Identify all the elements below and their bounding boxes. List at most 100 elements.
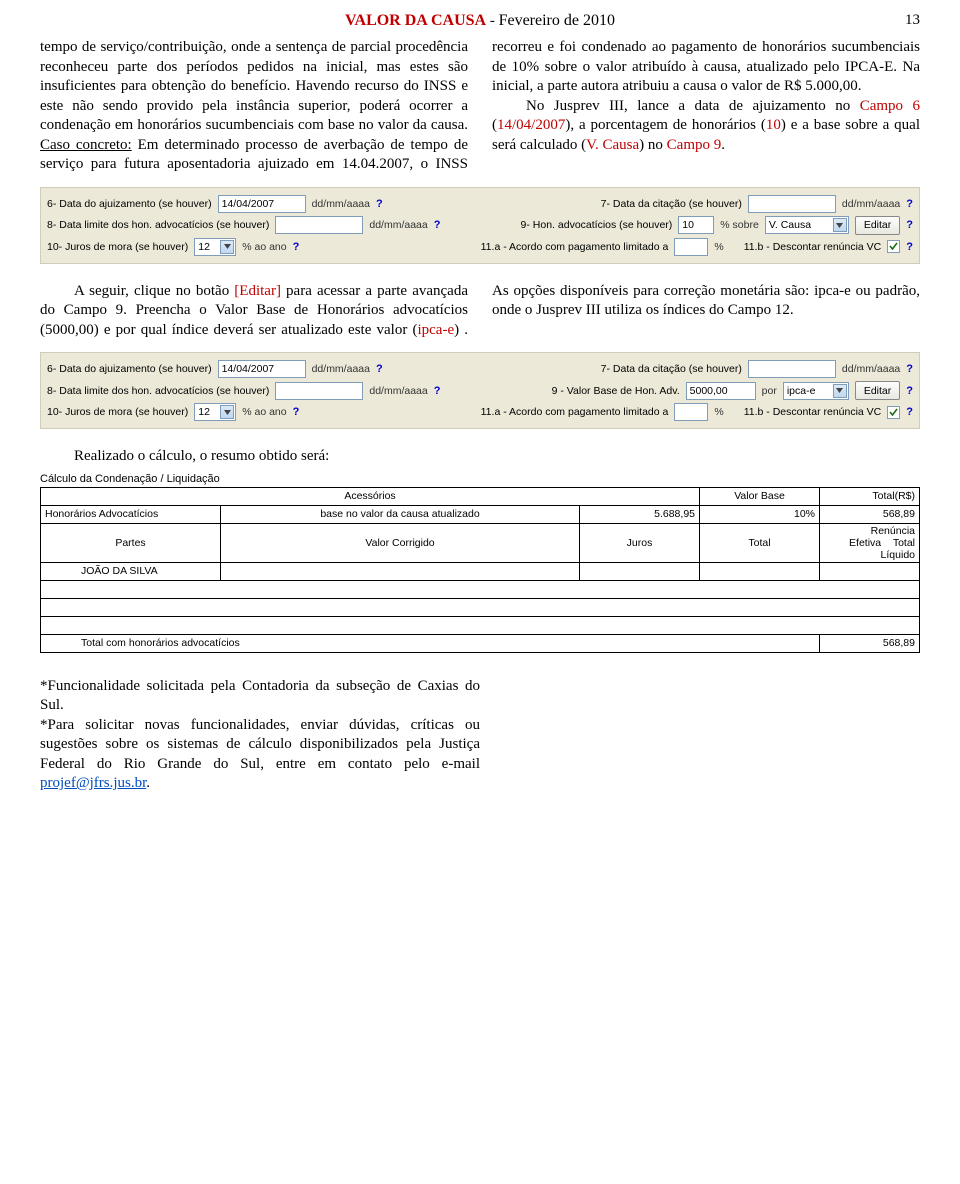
- p1-j-f: .: [721, 137, 725, 153]
- help-icon[interactable]: ?: [906, 198, 913, 210]
- input-field11a[interactable]: [674, 238, 708, 256]
- table-row: Honorários Advocatícios base no valor da…: [41, 505, 920, 523]
- label-field11a: 11.a - Acordo com pagamento limitado a: [481, 406, 669, 418]
- caso-concreto-label: Caso concreto:: [40, 137, 132, 153]
- table-row: JOÃO DA SILVA: [41, 562, 920, 580]
- mail-link[interactable]: projef@jfrs.jus.br: [40, 775, 146, 791]
- label-field6: 6- Data do ajuizamento (se houver): [47, 198, 212, 210]
- input-field7[interactable]: [748, 360, 836, 378]
- label-field8: 8- Data limite dos hon. advocatícios (se…: [47, 385, 269, 397]
- header-title-date: Fevereiro de 2010: [499, 12, 615, 29]
- hdr-renuncia: Renúncia Efetiva Total Líquido: [820, 523, 920, 562]
- cell-total: 568,89: [820, 505, 920, 523]
- cell-base-desc: base no valor da causa atualizado: [221, 505, 580, 523]
- form-panel-2: 6- Data do ajuizamento (se houver) dd/mm…: [40, 352, 920, 429]
- p3: Realizado o cálculo, o resumo obtido ser…: [40, 447, 480, 467]
- checkbox-field11b[interactable]: [887, 240, 900, 253]
- input-field6[interactable]: [218, 360, 306, 378]
- input-field8[interactable]: [275, 382, 363, 400]
- page-header: VALOR DA CAUSA - Fevereiro de 2010 13: [40, 12, 920, 30]
- help-icon[interactable]: ?: [906, 219, 913, 231]
- table-row: [41, 598, 920, 616]
- hdr-juros: Juros: [580, 523, 700, 562]
- cell-hon-adv: Honorários Advocatícios: [41, 505, 221, 523]
- label-field11b: 11.b - Descontar renúncia VC: [744, 241, 882, 253]
- table-row: [41, 616, 920, 634]
- label-field6: 6- Data do ajuizamento (se houver): [47, 363, 212, 375]
- input-field9-pct[interactable]: [678, 216, 714, 234]
- help-icon[interactable]: ?: [906, 385, 913, 397]
- table-row: Acessórios Valor Base Total(R$): [41, 487, 920, 505]
- hdr-total: Total(R$): [820, 487, 920, 505]
- body-text-2: A seguir, clique no botão [Editar] para …: [40, 282, 920, 341]
- hint-field8: dd/mm/aaaa: [369, 219, 427, 231]
- table-title: Cálculo da Condenação / Liquidação: [40, 473, 920, 485]
- label-pct-ao-ano: % ao ano: [242, 241, 286, 253]
- help-icon[interactable]: ?: [906, 241, 913, 253]
- cell-base-val: 5.688,95: [580, 505, 700, 523]
- hdr-valor-base: Valor Base: [700, 487, 820, 505]
- hdr-total2: Total: [700, 523, 820, 562]
- ipca-ref: ipca-e: [417, 322, 454, 338]
- help-icon[interactable]: ?: [293, 406, 300, 418]
- foot-label: Total com honorários advocatícios: [41, 634, 820, 652]
- p1-j-e: ) no: [639, 137, 667, 153]
- dez-ref: 10: [766, 117, 781, 133]
- editar-button[interactable]: Editar: [855, 216, 900, 235]
- label-field7: 7- Data da citação (se houver): [601, 198, 742, 210]
- select-field10[interactable]: 12: [194, 403, 236, 421]
- chevron-down-icon: [220, 405, 234, 419]
- hint-field8: dd/mm/aaaa: [369, 385, 427, 397]
- help-icon[interactable]: ?: [434, 385, 441, 397]
- label-field11b: 11.b - Descontar renúncia VC: [744, 406, 882, 418]
- select-field9-base[interactable]: V. Causa: [765, 216, 849, 234]
- cell-parte: JOÃO DA SILVA: [41, 562, 221, 580]
- select-field10-value: 12: [198, 406, 216, 418]
- input-field9-valor[interactable]: [686, 382, 756, 400]
- label-pct-sobre: % sobre: [720, 219, 759, 231]
- page-number: 13: [905, 12, 920, 29]
- help-icon[interactable]: ?: [906, 363, 913, 375]
- label-field11a: 11.a - Acordo com pagamento limitado a: [481, 241, 669, 253]
- select-field10[interactable]: 12: [194, 238, 236, 256]
- input-field6[interactable]: [218, 195, 306, 213]
- chevron-down-icon: [220, 240, 234, 254]
- p1-j-c: ), a porcentagem de honorários (: [565, 117, 766, 133]
- help-icon[interactable]: ?: [376, 198, 383, 210]
- label-field10: 10- Juros de mora (se houver): [47, 241, 188, 253]
- p2-a1: A seguir, clique no botão: [74, 283, 234, 299]
- table-row: Partes Valor Corrigido Juros Total Renún…: [41, 523, 920, 562]
- checkbox-field11b[interactable]: [887, 406, 900, 419]
- footnote: *Funcionalidade solicitada pela Contador…: [40, 677, 480, 794]
- input-field11a[interactable]: [674, 403, 708, 421]
- label-field10: 10- Juros de mora (se houver): [47, 406, 188, 418]
- help-icon[interactable]: ?: [376, 363, 383, 375]
- hdr-acessorios: Acessórios: [41, 487, 700, 505]
- campo6-ref: Campo 6: [860, 98, 920, 114]
- hint-field6: dd/mm/aaaa: [312, 198, 370, 210]
- label-field8: 8- Data limite dos hon. advocatícios (se…: [47, 219, 269, 231]
- label-field7: 7- Data da citação (se houver): [601, 363, 742, 375]
- select-field10-value: 12: [198, 241, 216, 253]
- p1-j-a: No Jusprev III, lance a data de ajuizame…: [526, 98, 860, 114]
- select-field9-indice[interactable]: ipca-e: [783, 382, 849, 400]
- body-text-1: tempo de serviço/contribuição, onde a se…: [40, 38, 920, 175]
- table-row: [41, 580, 920, 598]
- p1-a: tempo de serviço/contribuição, onde a se…: [40, 39, 468, 133]
- hdr-partes: Partes: [41, 523, 221, 562]
- input-field8[interactable]: [275, 216, 363, 234]
- help-icon[interactable]: ?: [906, 406, 913, 418]
- vcausa-ref: V. Causa: [586, 137, 639, 153]
- calc-table-panel: Cálculo da Condenação / Liquidação Acess…: [40, 473, 920, 653]
- chevron-down-icon: [833, 384, 847, 398]
- help-icon[interactable]: ?: [293, 241, 300, 253]
- editar-ref: [Editar]: [234, 283, 281, 299]
- select-field9-value: V. Causa: [769, 219, 829, 231]
- editar-button[interactable]: Editar: [855, 381, 900, 400]
- hint-field6: dd/mm/aaaa: [312, 363, 370, 375]
- select-field9-value: ipca-e: [787, 385, 829, 397]
- label-field9: 9- Hon. advocatícios (se houver): [521, 219, 673, 231]
- input-field7[interactable]: [748, 195, 836, 213]
- help-icon[interactable]: ?: [434, 219, 441, 231]
- label-pct-ao-ano: % ao ano: [242, 406, 286, 418]
